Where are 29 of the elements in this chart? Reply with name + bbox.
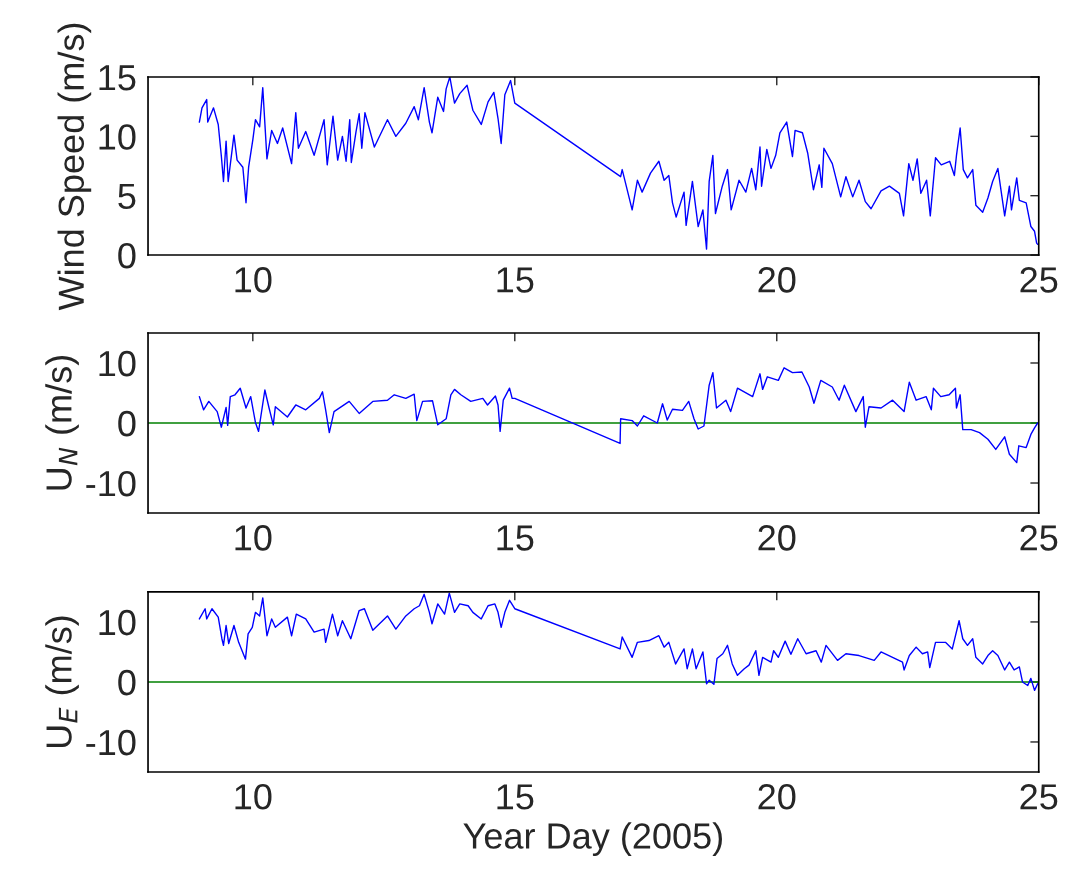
line-series bbox=[198, 77, 1039, 250]
x-tick-label: 20 bbox=[758, 784, 796, 810]
y-tick-label: 15 bbox=[99, 65, 136, 91]
y-tick-label: 0 bbox=[118, 242, 136, 269]
line-series bbox=[198, 367, 1039, 464]
x-tick-label: 25 bbox=[1020, 784, 1058, 810]
y-tick-label: 0 bbox=[118, 410, 136, 437]
y-axis-title: Wind Speed (m/s) bbox=[57, 23, 92, 311]
y-tick-label: 5 bbox=[118, 183, 136, 210]
y-tick-label: -10 bbox=[86, 470, 136, 497]
x-tick-label: 20 bbox=[758, 525, 796, 551]
y-axis-title: U$_{N}$ (m/s) bbox=[45, 356, 79, 490]
x-tick-label: 10 bbox=[235, 784, 272, 810]
y-tick-label: 0 bbox=[118, 669, 136, 696]
x-tick-label: 15 bbox=[497, 784, 534, 810]
y-tick-label: 10 bbox=[99, 350, 136, 377]
x-axis-title: Year Day (2005) bbox=[463, 822, 722, 856]
x-tick-label: 25 bbox=[1020, 267, 1058, 293]
x-tick-label: 20 bbox=[758, 267, 796, 293]
y-tick-label: 10 bbox=[99, 609, 136, 636]
line-series bbox=[198, 592, 1039, 692]
x-tick-label: 10 bbox=[235, 525, 272, 551]
y-tick-label: 10 bbox=[99, 124, 136, 150]
y-tick-label: -10 bbox=[86, 729, 136, 756]
x-tick-label: 15 bbox=[497, 525, 534, 551]
x-tick-label: 10 bbox=[235, 267, 272, 293]
y-axis-title: U$_{E}$ (m/s) bbox=[45, 616, 79, 748]
x-tick-label: 25 bbox=[1020, 525, 1058, 551]
x-tick-label: 15 bbox=[497, 267, 534, 293]
